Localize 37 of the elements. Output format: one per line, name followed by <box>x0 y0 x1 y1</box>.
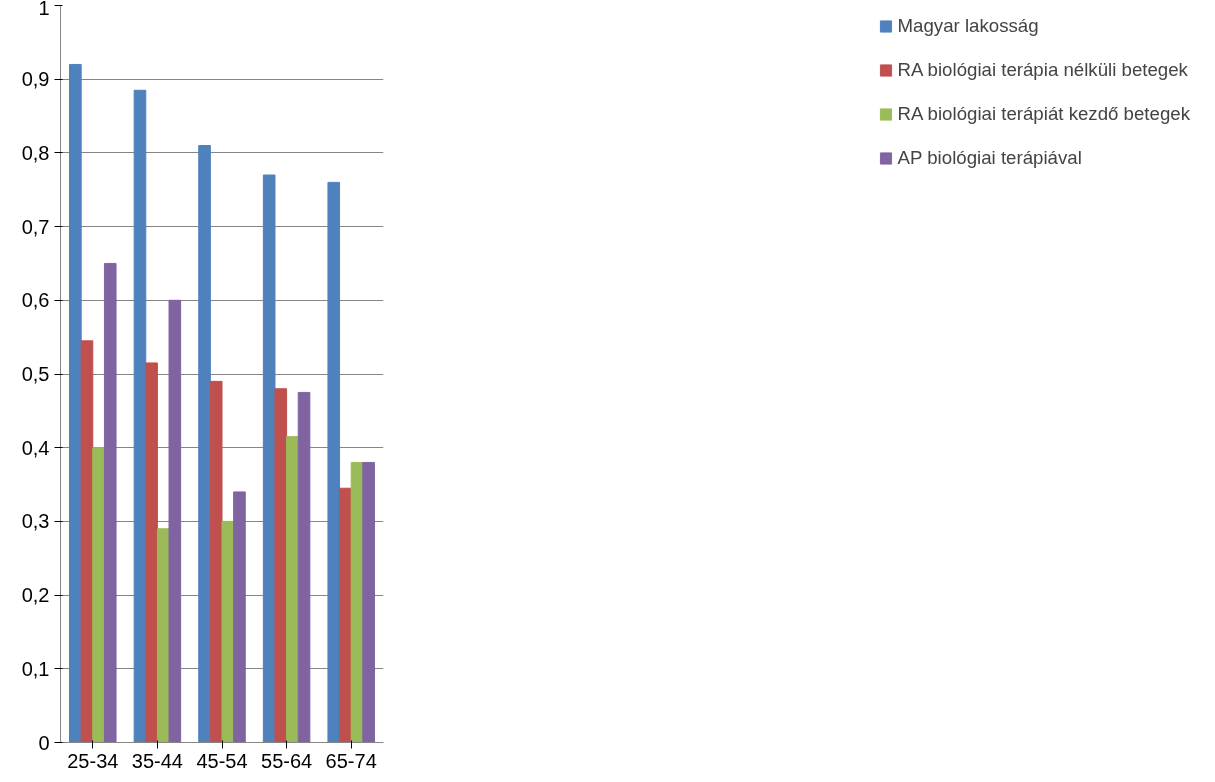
y-tick-label: 0,5 <box>21 363 50 385</box>
bar <box>233 491 246 743</box>
bar <box>133 89 147 743</box>
x-tick-label: 55-64 <box>261 749 313 772</box>
y-tick-label: 0,9 <box>21 68 50 91</box>
y-tick-label: 0,8 <box>21 141 50 164</box>
y-tick-label: 1 <box>38 0 50 19</box>
legend-label: Magyar lakosság <box>897 15 1040 37</box>
bar <box>286 436 299 743</box>
x-tick-label: 25-34 <box>67 749 119 772</box>
bar <box>362 461 375 743</box>
legend-label: RA biológiai terápia nélküli betegek <box>897 59 1188 81</box>
bar <box>92 447 105 743</box>
legend-label: RA biológiai terápiát kezdő betegek <box>897 103 1190 125</box>
bar <box>297 391 311 743</box>
bar <box>209 380 223 743</box>
y-tick-label: 0,1 <box>21 657 50 680</box>
bar <box>327 181 341 743</box>
x-tick-label: 45-54 <box>196 749 248 772</box>
bar <box>198 145 211 743</box>
y-tick-label: 0,2 <box>21 584 50 607</box>
bar <box>168 299 182 743</box>
bar <box>274 388 288 743</box>
y-tick-label: 0,4 <box>21 436 50 459</box>
legend-label: AP biológiai terápiával <box>897 147 1083 169</box>
x-tick-label: 35-44 <box>131 749 183 772</box>
bar <box>262 174 276 743</box>
y-tick-label: 0,3 <box>21 510 50 533</box>
bar <box>145 362 158 743</box>
y-tick-label: 0,6 <box>21 289 50 312</box>
x-tick-label: 65-74 <box>325 749 377 772</box>
y-tick-label: 0,7 <box>21 215 50 238</box>
y-tick-label: 0 <box>38 731 50 754</box>
bar <box>339 487 352 743</box>
bar <box>221 520 235 743</box>
bar <box>69 63 82 743</box>
bar <box>103 262 117 743</box>
